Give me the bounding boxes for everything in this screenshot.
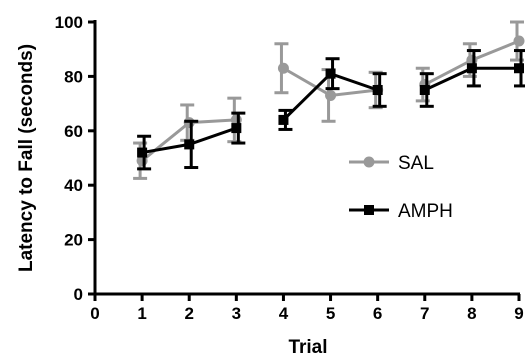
legend-label: AMPH [398, 201, 453, 222]
y-tick-label: 60 [64, 122, 83, 141]
x-ticks: 0 1 2 3 4 5 6 7 8 9 [90, 294, 524, 323]
legend-marker [363, 156, 375, 168]
x-tick-label: 0 [90, 304, 99, 323]
data-point [372, 85, 383, 95]
x-tick-label: 9 [514, 304, 523, 323]
x-axis: 0 1 2 3 4 5 6 7 8 9 Trial [90, 292, 524, 358]
x-tick-label: 7 [420, 304, 429, 323]
x-tick-label: 6 [373, 304, 382, 323]
data-point [419, 85, 430, 95]
x-tick-label: 4 [279, 304, 289, 323]
x-tick-label: 3 [232, 304, 241, 323]
y-tick-label: 0 [74, 285, 83, 304]
data-point [513, 35, 525, 47]
x-tick-label: 5 [326, 304, 335, 323]
data-point [277, 62, 289, 74]
y-tick-label: 20 [64, 231, 83, 250]
data-point [325, 89, 337, 101]
y-axis: 0 20 40 60 80 100 Latency to Fall (seconds) [16, 13, 97, 304]
data-point [325, 68, 336, 79]
y-tick-label: 40 [64, 176, 83, 195]
data-point [514, 63, 524, 74]
legend: SAL AMPH [349, 153, 453, 222]
y-ticks: 0 20 40 60 80 100 [55, 13, 95, 304]
y-tick-label: 100 [55, 13, 83, 32]
series-amph [137, 49, 525, 171]
x-tick-label: 8 [467, 304, 476, 323]
x-axis-title: Trial [288, 337, 327, 358]
data-point [231, 123, 242, 134]
legend-marker [364, 205, 374, 215]
x-tick-label: 2 [184, 304, 193, 323]
data-point [137, 147, 148, 158]
data-point [184, 139, 195, 150]
data-point [466, 63, 477, 74]
data-point [278, 114, 289, 125]
series-layer [133, 20, 525, 180]
legend-label: SAL [398, 153, 434, 174]
y-tick-label: 80 [64, 67, 83, 86]
y-axis-title: Latency to Fall (seconds) [16, 44, 37, 272]
x-tick-label: 1 [137, 304, 146, 323]
